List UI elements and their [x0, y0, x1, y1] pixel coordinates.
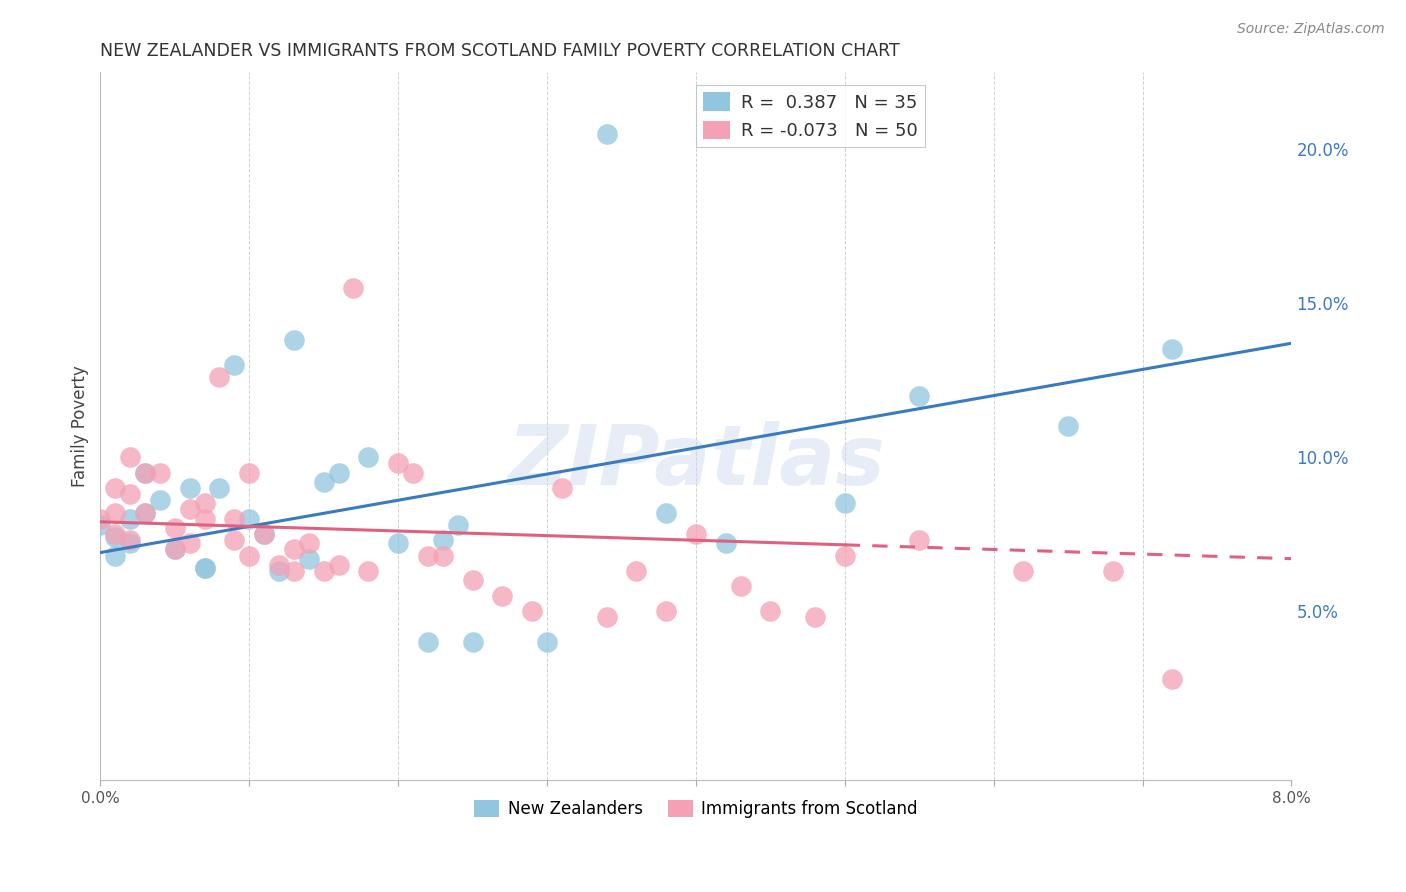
Text: Source: ZipAtlas.com: Source: ZipAtlas.com [1237, 22, 1385, 37]
Point [1057, 419, 1080, 434]
Point [283, 333, 305, 347]
Point [224, 511, 246, 525]
Point [491, 589, 513, 603]
Point [1161, 343, 1184, 357]
Point [104, 506, 127, 520]
Point [834, 496, 856, 510]
Point [387, 536, 409, 550]
Point [342, 281, 364, 295]
Point [253, 527, 276, 541]
Point [120, 450, 142, 464]
Point [432, 533, 454, 548]
Point [224, 358, 246, 372]
Point [104, 481, 127, 495]
Point [402, 466, 425, 480]
Point [432, 549, 454, 563]
Point [163, 521, 186, 535]
Point [328, 466, 350, 480]
Point [416, 549, 439, 563]
Point [134, 466, 156, 480]
Point [908, 533, 931, 548]
Point [804, 610, 827, 624]
Point [208, 481, 231, 495]
Point [149, 493, 172, 508]
Text: NEW ZEALANDER VS IMMIGRANTS FROM SCOTLAND FAMILY POVERTY CORRELATION CHART: NEW ZEALANDER VS IMMIGRANTS FROM SCOTLAN… [100, 42, 900, 60]
Point [1101, 564, 1123, 578]
Point [655, 506, 678, 520]
Point [238, 549, 260, 563]
Point [120, 533, 142, 548]
Point [655, 604, 678, 618]
Point [595, 610, 617, 624]
Point [908, 388, 931, 402]
Point [387, 456, 409, 470]
Point [447, 517, 470, 532]
Point [120, 511, 142, 525]
Point [179, 502, 201, 516]
Point [298, 536, 321, 550]
Point [149, 466, 172, 480]
Text: ZIPatlas: ZIPatlas [508, 421, 884, 502]
Point [194, 561, 217, 575]
Point [298, 551, 321, 566]
Point [267, 564, 290, 578]
Point [357, 450, 380, 464]
Point [416, 635, 439, 649]
Point [194, 511, 217, 525]
Point [730, 579, 752, 593]
Point [626, 564, 648, 578]
Point [104, 527, 127, 541]
Point [179, 536, 201, 550]
Point [357, 564, 380, 578]
Point [194, 496, 217, 510]
Point [461, 635, 484, 649]
Legend: New Zealanders, Immigrants from Scotland: New Zealanders, Immigrants from Scotland [468, 794, 924, 825]
Point [238, 511, 260, 525]
Point [179, 481, 201, 495]
Point [120, 536, 142, 550]
Point [520, 604, 543, 618]
Point [1161, 672, 1184, 686]
Point [312, 564, 335, 578]
Point [194, 561, 217, 575]
Point [89, 517, 111, 532]
Point [120, 487, 142, 501]
Y-axis label: Family Poverty: Family Poverty [72, 366, 89, 487]
Point [104, 530, 127, 544]
Point [104, 549, 127, 563]
Point [224, 533, 246, 548]
Point [714, 536, 737, 550]
Point [238, 466, 260, 480]
Point [759, 604, 782, 618]
Point [267, 558, 290, 572]
Point [312, 475, 335, 489]
Point [685, 527, 707, 541]
Point [283, 564, 305, 578]
Point [163, 542, 186, 557]
Point [134, 506, 156, 520]
Point [163, 542, 186, 557]
Point [1012, 564, 1035, 578]
Point [134, 466, 156, 480]
Point [134, 506, 156, 520]
Point [89, 511, 111, 525]
Point [283, 542, 305, 557]
Point [461, 574, 484, 588]
Point [536, 635, 558, 649]
Point [328, 558, 350, 572]
Point [253, 527, 276, 541]
Point [595, 127, 617, 141]
Point [208, 370, 231, 384]
Point [551, 481, 574, 495]
Point [834, 549, 856, 563]
